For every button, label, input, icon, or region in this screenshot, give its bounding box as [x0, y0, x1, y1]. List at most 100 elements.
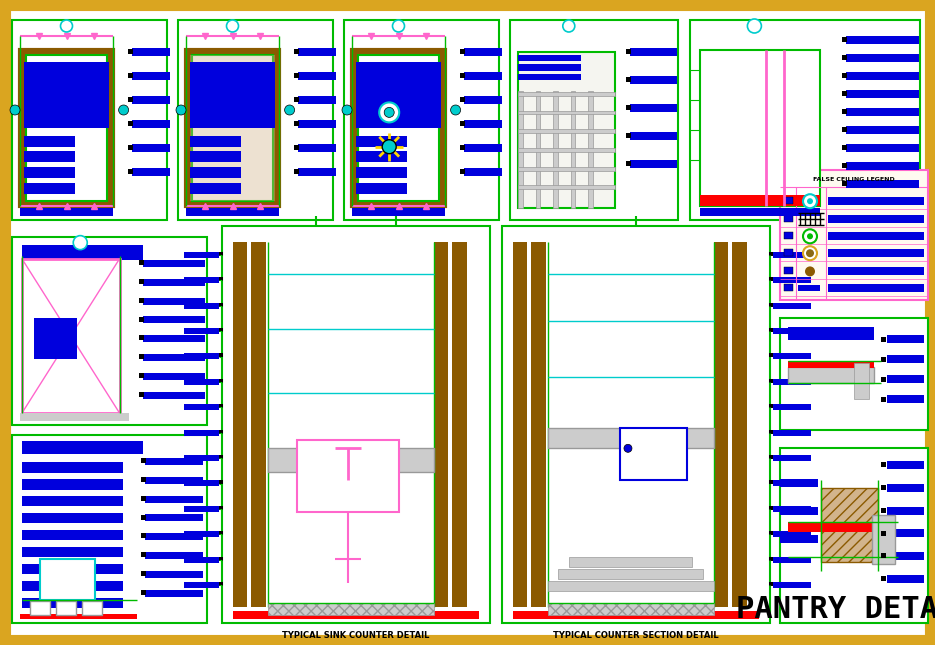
Circle shape — [803, 230, 817, 243]
Bar — [773, 277, 811, 283]
Bar — [788, 367, 874, 383]
Bar — [143, 373, 205, 380]
Bar — [620, 428, 687, 480]
Bar — [780, 535, 818, 542]
Bar — [886, 530, 924, 537]
Bar — [145, 458, 203, 465]
Bar — [842, 163, 846, 168]
Bar — [773, 455, 811, 461]
Bar — [460, 49, 465, 54]
Bar — [842, 55, 846, 60]
Bar — [690, 20, 920, 220]
Bar — [12, 237, 207, 425]
Bar — [773, 557, 811, 562]
Bar — [881, 337, 885, 341]
Bar — [769, 353, 773, 357]
Bar — [780, 170, 928, 300]
Circle shape — [61, 20, 73, 32]
Circle shape — [807, 198, 813, 204]
Bar — [143, 392, 205, 399]
Bar — [780, 506, 818, 515]
Bar — [630, 76, 677, 84]
Bar — [138, 317, 144, 322]
Bar — [773, 531, 811, 537]
Bar — [219, 303, 223, 306]
Bar — [842, 73, 846, 78]
Bar — [297, 441, 399, 512]
Bar — [773, 303, 811, 308]
Bar — [138, 354, 144, 359]
Bar — [132, 96, 170, 104]
Bar — [773, 430, 811, 435]
Bar — [769, 455, 773, 459]
Bar — [30, 601, 50, 615]
Text: TYPICAL SINK COUNTER DETAIL: TYPICAL SINK COUNTER DETAIL — [282, 631, 430, 639]
Bar — [22, 530, 123, 541]
Circle shape — [10, 105, 20, 115]
Circle shape — [382, 140, 396, 154]
Bar — [24, 167, 75, 178]
Bar — [132, 168, 170, 176]
Bar — [464, 120, 502, 128]
Bar — [845, 126, 919, 134]
Bar — [132, 72, 170, 80]
Bar — [769, 506, 773, 510]
Bar — [518, 55, 582, 61]
Bar — [352, 50, 445, 206]
Bar — [82, 601, 102, 615]
Bar — [845, 162, 919, 170]
Bar — [784, 232, 793, 239]
Bar — [22, 564, 123, 574]
Bar — [828, 268, 924, 275]
Bar — [512, 611, 759, 619]
Bar — [184, 379, 219, 385]
Circle shape — [176, 105, 186, 115]
Bar — [22, 441, 143, 454]
Bar — [518, 166, 615, 170]
Bar — [145, 533, 203, 541]
Bar — [769, 430, 773, 433]
Bar — [773, 404, 811, 410]
Bar — [886, 395, 924, 403]
Bar — [184, 531, 219, 537]
Bar — [297, 144, 337, 152]
Bar — [788, 361, 874, 368]
Bar — [630, 132, 677, 140]
Bar — [518, 148, 615, 152]
Bar — [184, 277, 219, 283]
Bar — [828, 232, 924, 241]
Bar — [294, 145, 298, 150]
Bar — [132, 144, 170, 152]
Bar — [184, 303, 219, 308]
Bar — [502, 226, 770, 623]
Bar — [460, 145, 465, 150]
Bar — [464, 144, 502, 152]
Text: PANTRY DETAIL: PANTRY DETAIL — [736, 595, 935, 624]
Bar — [773, 379, 811, 385]
Bar — [769, 379, 773, 383]
Bar — [570, 91, 575, 208]
Bar — [732, 242, 747, 607]
Bar — [138, 260, 144, 265]
Bar — [531, 242, 546, 607]
Circle shape — [226, 20, 238, 32]
Bar — [356, 183, 407, 194]
Circle shape — [393, 20, 405, 32]
Circle shape — [805, 266, 815, 277]
Bar — [700, 50, 820, 206]
Bar — [626, 49, 631, 54]
Bar — [297, 48, 337, 56]
Bar — [464, 168, 502, 176]
Bar — [798, 285, 820, 292]
Bar — [464, 48, 502, 56]
Bar — [780, 479, 818, 486]
Bar — [881, 530, 885, 535]
Bar — [138, 392, 144, 397]
Bar — [784, 249, 793, 256]
Bar — [219, 277, 223, 281]
Bar — [184, 557, 219, 562]
Bar — [881, 508, 885, 513]
Text: TYPICAL COUNTER SECTION DETAIL: TYPICAL COUNTER SECTION DETAIL — [554, 631, 719, 639]
Bar — [145, 477, 203, 484]
Bar — [845, 36, 919, 44]
